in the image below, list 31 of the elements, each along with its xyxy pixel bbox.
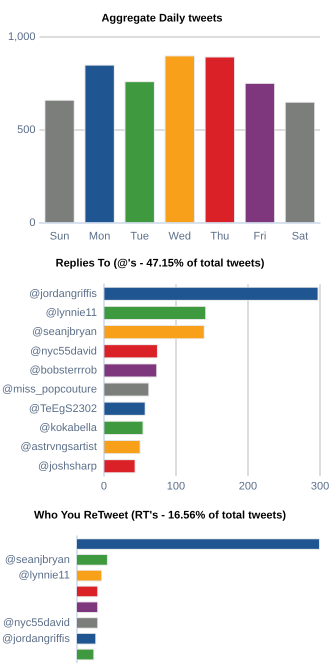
x-tick-label: 0 — [100, 480, 107, 492]
x-tick-label: Sun — [50, 230, 70, 242]
y-tick-label: @seanjbryan — [32, 326, 97, 338]
chart-title: Aggregate Daily tweets — [101, 12, 223, 25]
x-tick-label: 300 — [310, 480, 330, 492]
y-tick-label: 1,000 — [8, 31, 36, 44]
y-tick-label: @astrvngsartist — [20, 441, 97, 454]
x-tick-label: 200 — [238, 480, 258, 492]
y-tick-label: @seanjbryan — [4, 554, 70, 566]
y-tick-label: @jordangriffis — [2, 632, 70, 645]
chart-title: Who You ReTweet (RT's - 16.56% of total tweets) — [34, 510, 286, 522]
y-tick-label: @nyc55david — [3, 616, 70, 629]
x-tick-label: Thu — [210, 230, 230, 242]
chart-title: Replies To (@'s - 47.15% of total tweets) — [56, 258, 265, 270]
y-tick-label: @nyc55david — [30, 345, 97, 358]
y-tick-label: @TeEgS2302 — [28, 402, 97, 415]
y-tick-label: 0 — [29, 216, 36, 229]
y-tick-label: 500 — [17, 124, 36, 136]
x-tick-label: Fri — [253, 230, 266, 242]
y-tick-label: @lynnie11 — [46, 306, 97, 319]
x-tick-label: Tue — [130, 230, 149, 242]
y-tick-label: @bobsterrrob — [30, 364, 97, 376]
x-tick-label: Wed — [168, 230, 191, 242]
y-tick-label: @miss_popcouture — [2, 384, 97, 396]
y-tick-label: @kokabella — [39, 422, 98, 434]
y-tick-label: @lynnie11 — [18, 570, 70, 582]
y-tick-label: @joshsharp — [38, 460, 97, 472]
x-tick-label: Mon — [88, 230, 110, 242]
x-tick-label: 100 — [166, 480, 186, 492]
y-tick-label: @jordangriffis — [29, 288, 98, 300]
x-tick-label: Sat — [292, 230, 308, 242]
